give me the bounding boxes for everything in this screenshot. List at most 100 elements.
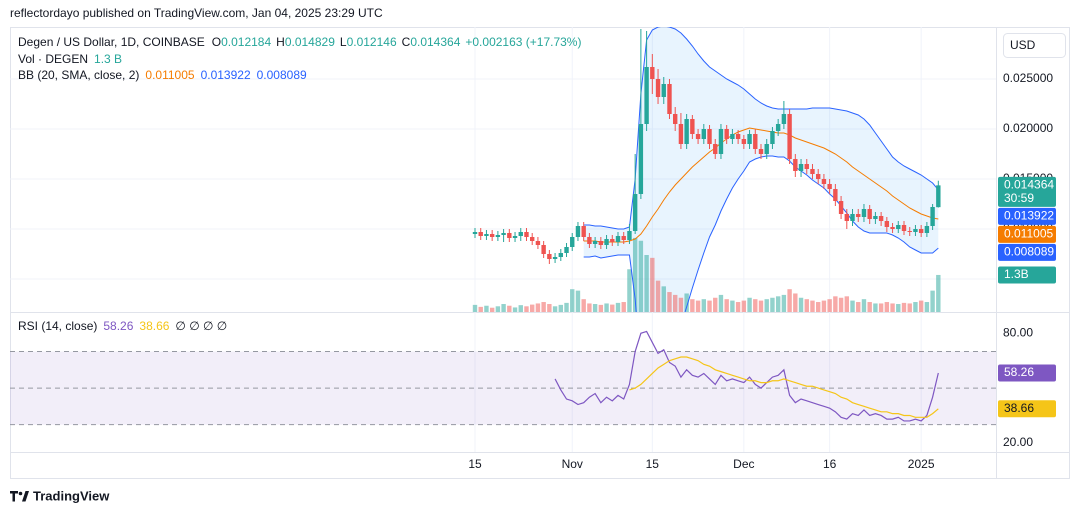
volume-bar (661, 286, 666, 312)
candle-body (678, 124, 684, 144)
candle-body (713, 144, 718, 154)
volume-bar (833, 296, 838, 312)
currency-button[interactable]: USD (1003, 33, 1066, 58)
rsi-line (629, 356, 939, 418)
volume-bar (798, 297, 804, 312)
candle-body (924, 226, 930, 233)
volume-bar (604, 303, 609, 312)
volume-bar (592, 304, 598, 312)
bb-title: BB (20, SMA, close, 2) (18, 68, 139, 82)
volume-bar (907, 303, 912, 312)
price-badge (998, 400, 1056, 418)
volume-bar (695, 300, 701, 312)
publisher: reflectordayo published on TradingView.c… (10, 6, 383, 20)
candle-body (684, 119, 689, 144)
volume-bar (770, 297, 775, 312)
price-badge (998, 176, 1056, 207)
volume-bar (884, 302, 890, 312)
volume-bar (684, 293, 689, 312)
volume-bar (570, 289, 575, 312)
volume-bar (501, 304, 506, 312)
candle-body (592, 241, 598, 244)
volume-bar (856, 302, 861, 312)
candle-body (655, 79, 661, 97)
candle-body (798, 164, 804, 171)
candle-body (861, 209, 867, 217)
volume-bar (753, 299, 758, 312)
volume-bar (724, 299, 729, 312)
candle-body (913, 229, 918, 232)
candle-body (878, 216, 884, 221)
candle-body (558, 253, 563, 257)
volume-bar (775, 296, 781, 312)
candle-body (810, 169, 815, 174)
logo: TradingView (10, 488, 110, 503)
candle-body (512, 236, 518, 238)
price-badge (998, 243, 1056, 261)
candle-body (918, 229, 924, 233)
candle-body (747, 134, 752, 144)
candle-body (673, 114, 678, 124)
legend: Vol · DEGEN 1.3 B (18, 52, 122, 66)
volume-bar (838, 297, 844, 312)
candle-body (701, 129, 706, 139)
volume-bar (930, 290, 935, 312)
currency-label[interactable]: USD (1010, 38, 1036, 52)
candle-body (570, 237, 575, 247)
volume-bar (781, 294, 787, 312)
volume-bar (495, 306, 501, 312)
volume-bar (535, 303, 541, 312)
candle-body (787, 114, 792, 159)
volume (472, 237, 941, 312)
y-tick-label: 0.025000 (1003, 71, 1053, 85)
bb-line (583, 127, 939, 243)
volume-bar (810, 300, 815, 312)
candle-body (890, 227, 895, 229)
candle-body (793, 159, 798, 171)
volume-bar (707, 300, 712, 312)
candle-body (489, 234, 495, 237)
volume-bar (918, 300, 924, 312)
price-badge-label: 38.66 (1004, 401, 1034, 415)
chart-frame (10, 27, 1070, 479)
volume-bar (667, 292, 672, 312)
ohlc-key: L (340, 35, 347, 49)
currency-button-frame[interactable] (1003, 33, 1066, 58)
volume-bar (627, 269, 632, 312)
rsi-value: 58.26 (103, 319, 133, 333)
candle-body (472, 232, 478, 234)
legend: Degen / US Dollar, 1D, COINBASE O0.012184… (18, 35, 581, 49)
volume-bar (735, 302, 741, 312)
x-tick-label: 2025 (908, 457, 935, 471)
candle-body (604, 239, 609, 245)
volume-bar (913, 302, 918, 312)
rsi-extra: ∅ ∅ ∅ ∅ (175, 319, 227, 333)
candle-body (695, 134, 701, 139)
candle-body (661, 84, 666, 97)
volume-bar (741, 300, 747, 312)
candle-body (632, 194, 638, 231)
x-tick-label: Dec (733, 457, 754, 471)
rsi-title: RSI (14, close) (18, 319, 97, 333)
change-label: +0.002163 (+17.73%) (465, 35, 581, 49)
candle-body (518, 232, 523, 236)
candle-body (764, 144, 769, 154)
candle-body (495, 235, 501, 237)
volume-bar (690, 299, 695, 312)
candle-body (667, 84, 672, 114)
price-badge (998, 266, 1056, 284)
logo-text: TradingView (33, 488, 110, 503)
bb-value: 0.013922 (201, 68, 251, 82)
volume-bar (650, 257, 655, 312)
price-badge-label: 0.013922 (1004, 209, 1054, 223)
volume-bar (615, 302, 621, 312)
candle-body (901, 225, 907, 231)
ohlc-value: 0.012184 (221, 35, 271, 49)
volume-bar (507, 305, 512, 312)
ohlc-key: H (276, 35, 285, 49)
ohlc-key: C (402, 35, 411, 49)
legend: BB (20, SMA, close, 2) 0.011005 0.013922 0.… (18, 68, 307, 82)
volume-bar (644, 255, 649, 312)
candle-body (627, 231, 632, 240)
bb-value: 0.011005 (145, 68, 194, 82)
